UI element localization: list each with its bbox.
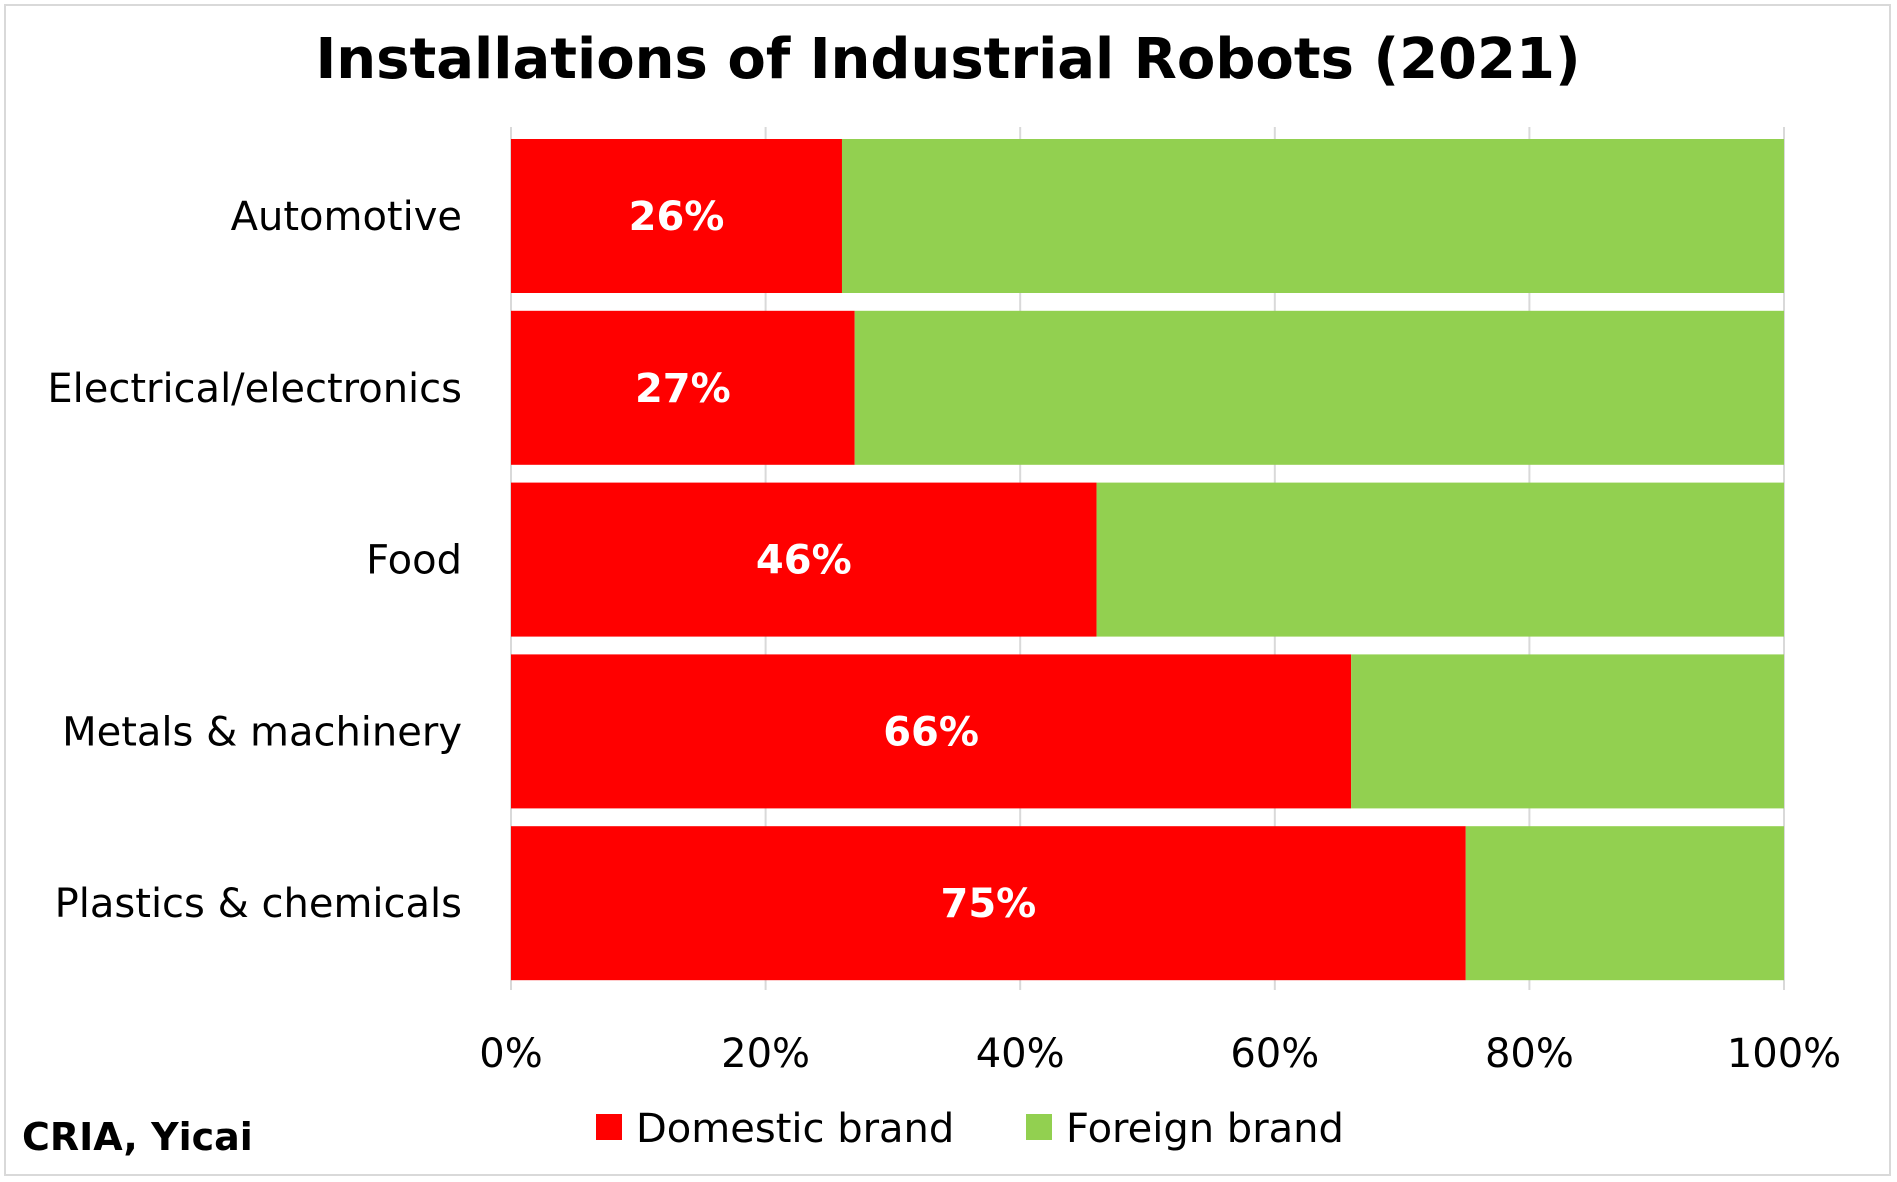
x-axis-ticks: 0% 20% 40% 60% 80% 100%: [479, 1031, 1841, 1077]
category-label: Electrical/electronics: [47, 366, 462, 412]
chart-title: Installations of Industrial Robots (2021…: [315, 27, 1580, 92]
x-tick-label: 60%: [1230, 1031, 1319, 1077]
bars: [511, 139, 1784, 981]
data-label: 27%: [635, 366, 731, 412]
data-label: 46%: [756, 538, 852, 584]
bar-foreign: [854, 310, 1784, 465]
bar-foreign: [1465, 826, 1784, 981]
category-label: Automotive: [231, 194, 462, 240]
legend-label: Domestic brand: [636, 1106, 954, 1152]
x-tick-label: 20%: [721, 1031, 810, 1077]
category-label: Plastics & chemicals: [55, 881, 462, 927]
legend-swatch-domestic: [596, 1114, 622, 1140]
x-tick-label: 80%: [1485, 1031, 1574, 1077]
bar-domestic: [511, 139, 842, 293]
category-label: Food: [366, 538, 462, 584]
legend-swatch-foreign: [1026, 1114, 1052, 1140]
bar-foreign: [841, 139, 1784, 293]
category-labels: Automotive Electrical/electronics Food Meta…: [47, 194, 462, 927]
data-label: 75%: [941, 881, 1037, 927]
data-label: 66%: [883, 709, 979, 755]
data-label: 26%: [629, 194, 725, 240]
x-tick-label: 100%: [1727, 1031, 1841, 1077]
bar-domestic: [511, 654, 1352, 809]
category-label: Metals & machinery: [62, 709, 462, 755]
source-label: CRIA, Yicai: [22, 1115, 253, 1159]
legend: Domestic brand Foreign brand: [596, 1106, 1344, 1152]
bar-domestic: [511, 482, 1097, 637]
x-tick-label: 0%: [479, 1031, 542, 1077]
data-labels: 26% 27% 46% 66% 75%: [629, 194, 1037, 927]
x-tick-label: 40%: [976, 1031, 1065, 1077]
bar-foreign: [1096, 482, 1784, 637]
legend-label: Foreign brand: [1066, 1106, 1344, 1152]
bar-foreign: [1351, 654, 1784, 809]
bar-domestic: [511, 310, 855, 465]
bar-domestic: [511, 826, 1466, 981]
